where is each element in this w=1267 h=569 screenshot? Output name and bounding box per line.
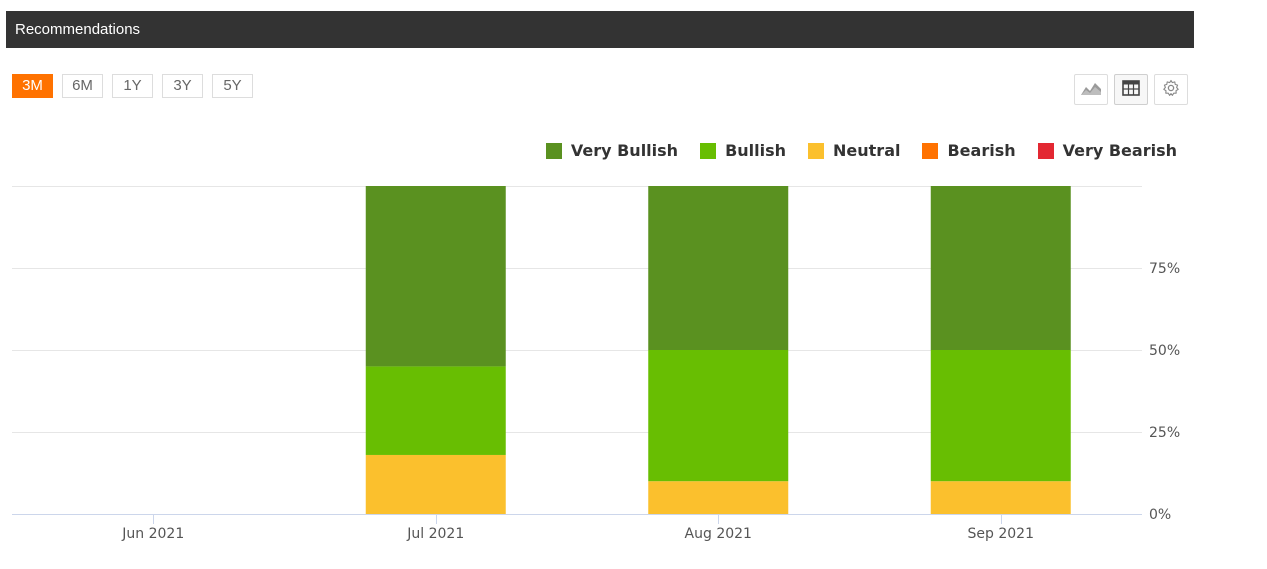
bar-bullish bbox=[930, 350, 1071, 482]
y-tick-label: 25% bbox=[1149, 425, 1180, 441]
area-chart-icon bbox=[1080, 80, 1102, 100]
bar-very-bullish bbox=[648, 186, 789, 350]
bar-bullish bbox=[648, 350, 789, 482]
bar-very-bullish bbox=[930, 186, 1071, 350]
legend-swatch-very-bullish bbox=[545, 142, 562, 159]
legend-item-very-bearish[interactable]: Very Bearish bbox=[1037, 141, 1177, 160]
legend-item-very-bullish[interactable]: Very Bullish bbox=[545, 141, 679, 160]
y-tick-label: 50% bbox=[1149, 343, 1180, 359]
legend-swatch-bullish bbox=[700, 142, 717, 159]
range-button-3y[interactable]: 3Y bbox=[162, 74, 203, 98]
range-button-5y[interactable]: 5Y bbox=[212, 74, 253, 98]
x-tick-label: Jul 2021 bbox=[406, 526, 464, 542]
settings-gear-icon bbox=[1162, 79, 1180, 101]
legend-item-neutral[interactable]: Neutral bbox=[808, 141, 900, 160]
legend-item-bullish[interactable]: Bullish bbox=[700, 141, 786, 160]
bar-neutral bbox=[648, 481, 789, 514]
legend-label-very-bearish: Very Bearish bbox=[1062, 141, 1177, 160]
legend-swatch-neutral bbox=[808, 142, 825, 159]
recommendations-chart: 0% 25% 50% 75% Jun 2021 Jul 2021 Aug 2021 Sep 2… bbox=[12, 186, 1180, 542]
legend-swatch-bearish bbox=[922, 142, 939, 159]
bar-neutral bbox=[930, 481, 1071, 514]
range-selector: 3M 6M 1Y 3Y 5Y bbox=[12, 74, 253, 98]
bar-very-bullish bbox=[365, 186, 506, 367]
recommendations-header: Recommendations bbox=[6, 11, 1194, 48]
legend-label-very-bullish: Very Bullish bbox=[570, 141, 679, 160]
y-tick-label: 0% bbox=[1149, 507, 1171, 523]
range-button-6m[interactable]: 6M bbox=[62, 74, 103, 98]
x-tick-label: Aug 2021 bbox=[685, 526, 752, 542]
legend-label-neutral: Neutral bbox=[833, 141, 901, 160]
area-chart-button[interactable] bbox=[1074, 74, 1108, 105]
bar-neutral bbox=[365, 454, 506, 514]
table-icon bbox=[1122, 79, 1140, 100]
header-title: Recommendations bbox=[15, 21, 141, 38]
legend-item-bearish[interactable]: Bearish bbox=[922, 141, 1016, 160]
settings-button[interactable] bbox=[1154, 74, 1188, 105]
chart-legend: Very Bullish Bullish Neutral Bearish Ver… bbox=[545, 141, 1177, 160]
range-button-3m[interactable]: 3M bbox=[12, 74, 53, 98]
chart-tools bbox=[1074, 74, 1188, 105]
bar-bullish bbox=[365, 366, 506, 455]
legend-label-bearish: Bearish bbox=[947, 141, 1016, 160]
x-tick-label: Jun 2021 bbox=[121, 526, 184, 542]
legend-swatch-very-bearish bbox=[1037, 142, 1054, 159]
legend-label-bullish: Bullish bbox=[725, 141, 787, 160]
y-tick-label: 75% bbox=[1149, 261, 1180, 277]
x-tick-label: Sep 2021 bbox=[968, 526, 1034, 542]
range-button-1y[interactable]: 1Y bbox=[112, 74, 153, 98]
table-view-button[interactable] bbox=[1114, 74, 1148, 105]
